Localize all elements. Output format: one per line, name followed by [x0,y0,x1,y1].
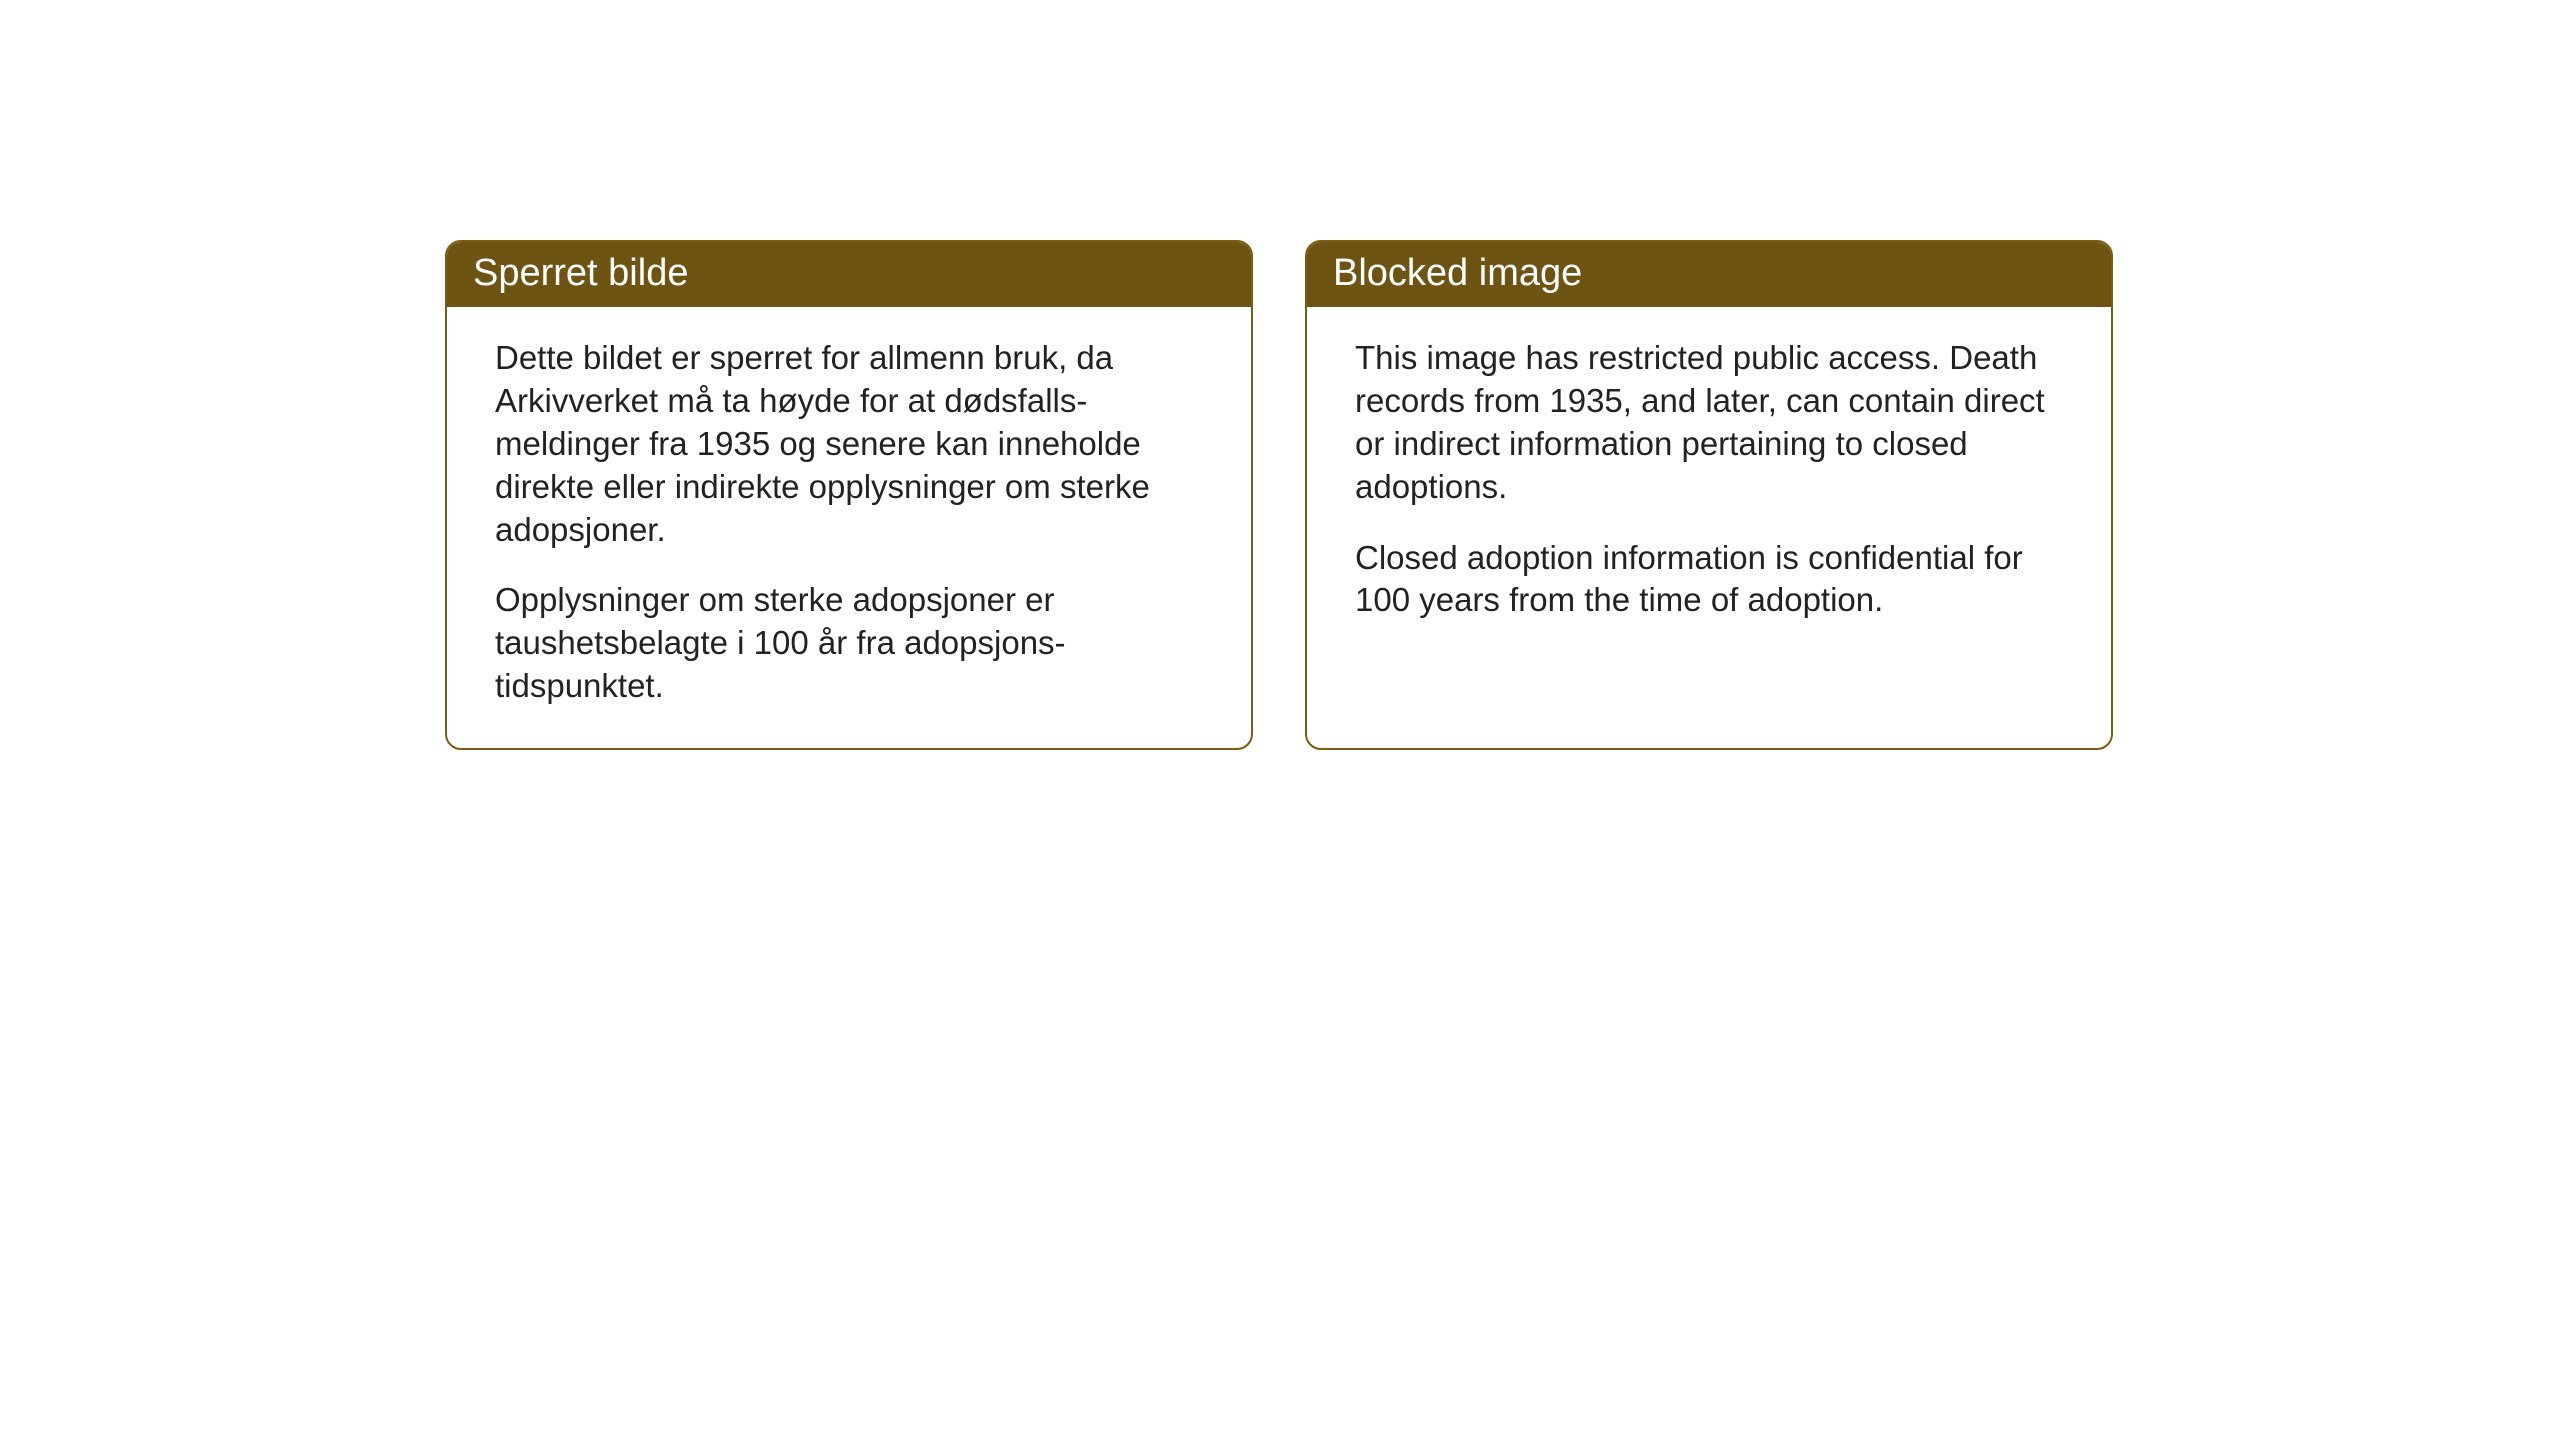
notice-paragraph: Closed adoption information is confident… [1355,537,2071,623]
notice-body-english: This image has restricted public access.… [1307,307,2111,658]
notice-paragraph: Opplysninger om sterke adopsjoner er tau… [495,579,1211,708]
notice-card-norwegian: Sperret bilde Dette bildet er sperret fo… [445,240,1253,750]
notice-paragraph: Dette bildet er sperret for allmenn bruk… [495,337,1211,551]
notice-container: Sperret bilde Dette bildet er sperret fo… [0,0,2560,750]
notice-body-norwegian: Dette bildet er sperret for allmenn bruk… [447,307,1251,744]
notice-header-norwegian: Sperret bilde [447,242,1251,307]
notice-header-english: Blocked image [1307,242,2111,307]
notice-paragraph: This image has restricted public access.… [1355,337,2071,509]
notice-card-english: Blocked image This image has restricted … [1305,240,2113,750]
